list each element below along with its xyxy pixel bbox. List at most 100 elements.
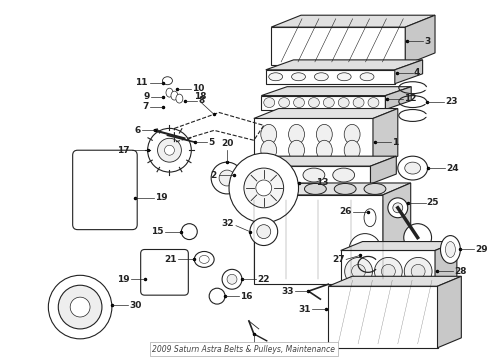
Polygon shape <box>266 70 395 84</box>
Circle shape <box>219 170 235 186</box>
Ellipse shape <box>364 209 376 227</box>
Text: 30: 30 <box>130 301 142 310</box>
FancyBboxPatch shape <box>141 249 188 295</box>
Ellipse shape <box>163 77 172 85</box>
Text: 9: 9 <box>143 92 149 101</box>
Text: 14: 14 <box>247 347 260 356</box>
Polygon shape <box>383 183 411 284</box>
Ellipse shape <box>364 184 386 194</box>
Ellipse shape <box>441 235 460 264</box>
Ellipse shape <box>244 168 265 182</box>
Polygon shape <box>254 183 411 195</box>
Circle shape <box>209 288 225 304</box>
Ellipse shape <box>344 125 360 144</box>
Ellipse shape <box>405 162 420 174</box>
Circle shape <box>244 168 284 208</box>
Polygon shape <box>261 96 386 109</box>
Text: 1: 1 <box>392 138 398 147</box>
Circle shape <box>58 285 102 329</box>
Ellipse shape <box>317 140 332 160</box>
Ellipse shape <box>338 98 349 108</box>
Polygon shape <box>386 87 411 109</box>
Ellipse shape <box>333 168 355 182</box>
Polygon shape <box>237 166 370 184</box>
Ellipse shape <box>334 184 356 194</box>
Ellipse shape <box>199 256 209 264</box>
Circle shape <box>393 203 403 213</box>
Circle shape <box>404 257 432 285</box>
Polygon shape <box>405 15 435 65</box>
Text: 29: 29 <box>475 245 488 254</box>
Text: 7: 7 <box>142 102 148 111</box>
Text: 17: 17 <box>117 146 130 155</box>
Text: 19: 19 <box>155 193 168 202</box>
Text: 25: 25 <box>427 198 439 207</box>
Text: 3: 3 <box>424 36 430 45</box>
Polygon shape <box>271 15 435 27</box>
Circle shape <box>222 269 242 289</box>
Ellipse shape <box>315 73 328 81</box>
Text: 27: 27 <box>333 255 345 264</box>
Text: 20: 20 <box>221 139 233 148</box>
Text: 32: 32 <box>221 219 234 228</box>
Circle shape <box>227 274 237 284</box>
FancyBboxPatch shape <box>73 150 137 230</box>
Circle shape <box>381 264 395 278</box>
Ellipse shape <box>279 98 290 108</box>
Text: 28: 28 <box>454 267 466 276</box>
Ellipse shape <box>445 242 455 257</box>
Ellipse shape <box>292 73 305 81</box>
Text: 13: 13 <box>317 179 329 188</box>
Circle shape <box>374 257 402 285</box>
Text: 6: 6 <box>134 126 141 135</box>
Circle shape <box>70 297 90 317</box>
Ellipse shape <box>289 140 304 160</box>
Text: 11: 11 <box>135 78 147 87</box>
Circle shape <box>411 264 425 278</box>
Text: 2: 2 <box>210 171 217 180</box>
Ellipse shape <box>337 73 351 81</box>
Polygon shape <box>254 118 373 166</box>
Ellipse shape <box>308 98 319 108</box>
Polygon shape <box>373 108 398 166</box>
Text: 12: 12 <box>404 94 417 103</box>
Circle shape <box>49 275 112 339</box>
Ellipse shape <box>304 184 326 194</box>
Ellipse shape <box>269 73 283 81</box>
Circle shape <box>257 225 270 239</box>
Ellipse shape <box>273 168 295 182</box>
Text: 10: 10 <box>192 84 205 93</box>
Ellipse shape <box>398 156 428 180</box>
Text: 8: 8 <box>198 96 204 105</box>
Text: 22: 22 <box>257 275 270 284</box>
Text: 15: 15 <box>151 227 164 236</box>
Polygon shape <box>341 242 457 251</box>
Text: 26: 26 <box>340 207 352 216</box>
Ellipse shape <box>171 91 178 100</box>
Circle shape <box>147 129 191 172</box>
Polygon shape <box>254 195 383 284</box>
Circle shape <box>388 198 408 218</box>
Text: 21: 21 <box>164 255 176 264</box>
Ellipse shape <box>264 98 275 108</box>
Polygon shape <box>271 27 405 65</box>
Polygon shape <box>438 276 461 348</box>
Ellipse shape <box>344 140 360 160</box>
Text: 4: 4 <box>414 68 420 77</box>
Text: 16: 16 <box>240 292 252 301</box>
Circle shape <box>349 234 381 265</box>
Ellipse shape <box>360 73 374 81</box>
Circle shape <box>344 257 372 285</box>
Circle shape <box>229 153 298 223</box>
Polygon shape <box>261 87 411 96</box>
Text: 23: 23 <box>445 97 458 106</box>
Ellipse shape <box>323 98 334 108</box>
Circle shape <box>256 180 272 196</box>
Ellipse shape <box>353 98 364 108</box>
Circle shape <box>211 162 243 194</box>
Circle shape <box>158 138 181 162</box>
Polygon shape <box>237 156 396 166</box>
Circle shape <box>250 218 278 246</box>
Polygon shape <box>254 108 398 118</box>
Ellipse shape <box>261 140 277 160</box>
